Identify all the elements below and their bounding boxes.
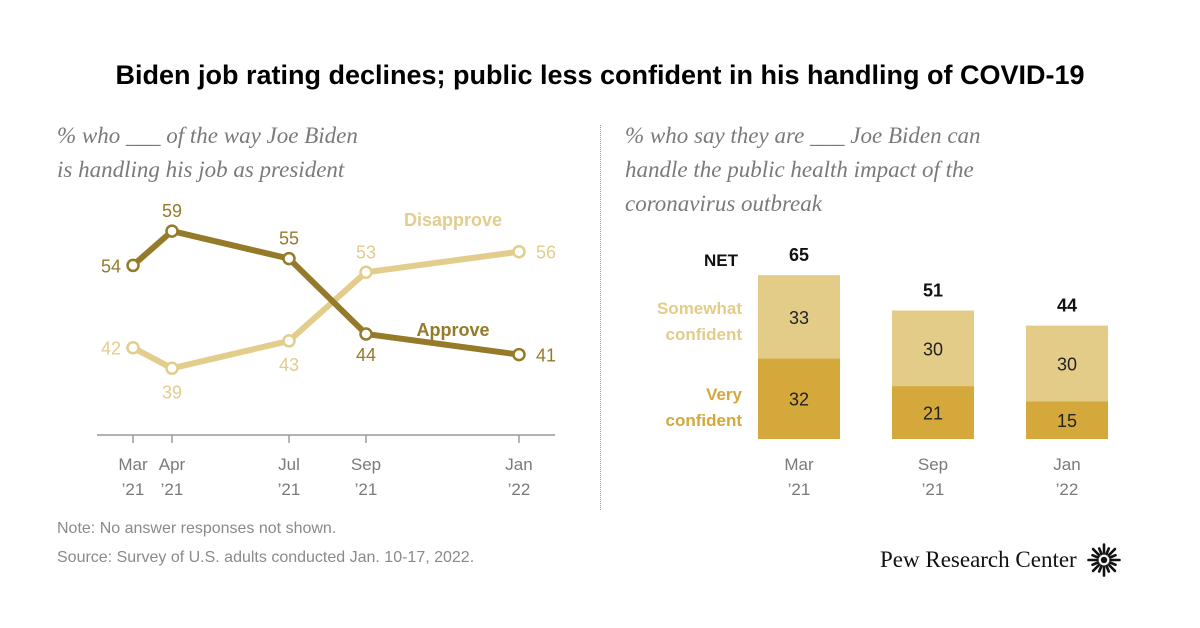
- data-point-approve: [165, 224, 179, 238]
- bar-value-label: 15: [1057, 411, 1077, 431]
- logo-ray: [1107, 547, 1116, 557]
- right-chart-subtitle: % who say they are ___ Joe Biden can han…: [625, 119, 1125, 221]
- data-label-disapprove: 42: [101, 339, 121, 359]
- data-label-approve: 59: [162, 201, 182, 221]
- bar-value-label: 32: [789, 390, 809, 410]
- chart-title: Biden job rating declines; public less c…: [115, 60, 1085, 90]
- x-tick-label: ’21: [161, 480, 184, 499]
- right-subtitle-line: coronavirus outbreak: [625, 191, 822, 216]
- x-tick-label: ’21: [788, 480, 811, 499]
- net-value-label: 51: [923, 280, 943, 300]
- logo-ray: [1091, 547, 1101, 557]
- bar-segment-somewhat-confident: [1026, 325, 1108, 402]
- series-label-approve: Approve: [416, 320, 489, 340]
- data-point-approve: [126, 258, 140, 273]
- data-point-disapprove: [359, 265, 373, 280]
- x-tick-label: ’21: [355, 480, 378, 499]
- data-point-disapprove: [126, 340, 140, 355]
- x-tick-label: ’22: [508, 480, 531, 499]
- legend-label-somewhat-confident: confident: [666, 325, 743, 344]
- bar-value-label: 30: [923, 339, 943, 359]
- x-tick-label: Apr: [159, 455, 186, 474]
- logo-ray: [1108, 561, 1117, 567]
- legend-label-very-confident: confident: [666, 411, 743, 430]
- x-tick-label: ’21: [122, 480, 145, 499]
- net-value-label: 65: [789, 245, 809, 265]
- bar-value-label: 21: [923, 404, 943, 424]
- data-label-disapprove: 39: [162, 382, 182, 402]
- net-value-label: 44: [1057, 296, 1077, 316]
- logo-ray: [1091, 563, 1101, 573]
- logo-ray: [1097, 547, 1103, 556]
- left-subtitle-line: % who ___ of the way Joe Biden: [57, 123, 358, 148]
- brand-name: Pew Research Center: [880, 547, 1077, 572]
- net-label: NET: [704, 251, 739, 270]
- brand-block: Pew Research Center: [880, 543, 1121, 577]
- data-label-approve: 41: [536, 346, 556, 366]
- x-tick-label: Sep: [918, 455, 948, 474]
- data-point-disapprove: [165, 361, 179, 376]
- logo-ray: [1107, 563, 1116, 573]
- data-point-disapprove: [282, 334, 296, 348]
- x-tick-label: Sep: [351, 455, 381, 474]
- left-chart-subtitle: % who ___ of the way Joe Biden is handli…: [57, 119, 537, 187]
- footnote: Note: No answer responses not shown.: [57, 520, 337, 537]
- data-label-disapprove: 53: [356, 242, 376, 262]
- source-note: Source: Survey of U.S. adults conducted …: [57, 549, 475, 566]
- logo-ray: [1090, 561, 1099, 567]
- series-label-disapprove: Disapprove: [404, 210, 502, 230]
- x-tick-label: ’21: [278, 480, 301, 499]
- bar-value-label: 30: [1057, 354, 1077, 374]
- sunburst-logo-icon: [1086, 543, 1121, 577]
- data-label-disapprove: 56: [536, 243, 556, 263]
- legend-label-very-confident: Very: [706, 385, 742, 404]
- x-tick-label: Jan: [505, 455, 532, 474]
- data-label-disapprove: 43: [279, 355, 299, 375]
- logo-ray: [1104, 564, 1110, 573]
- bar-segment-somewhat-confident: [758, 275, 840, 359]
- bar-segment-somewhat-confident: [892, 310, 974, 387]
- x-tick-label: Mar: [784, 455, 814, 474]
- bar-value-label: 33: [789, 308, 809, 328]
- bar-segment-very-confident: [892, 386, 974, 439]
- right-subtitle-line: handle the public health impact of the: [625, 157, 974, 182]
- x-tick-label: Jan: [1053, 455, 1080, 474]
- x-tick-label: Jul: [278, 455, 300, 474]
- bar-segment-very-confident: [758, 358, 840, 439]
- data-label-approve: 55: [279, 229, 299, 249]
- logo-ray: [1108, 553, 1117, 559]
- data-point-approve: [359, 327, 373, 341]
- bar-segment-very-confident: [1026, 401, 1108, 439]
- data-point-approve: [282, 251, 296, 266]
- logo-ray: [1097, 564, 1103, 573]
- data-point-disapprove: [512, 244, 526, 259]
- series-line-disapprove: [130, 248, 522, 372]
- panel-divider: [600, 125, 601, 510]
- left-subtitle-line: is handling his job as president: [57, 157, 345, 182]
- x-tick-label: Mar: [118, 455, 148, 474]
- x-tick-label: ’21: [922, 480, 945, 499]
- legend-label-somewhat-confident: Somewhat: [657, 299, 742, 318]
- logo-ray: [1090, 553, 1099, 559]
- right-subtitle-line: % who say they are ___ Joe Biden can: [625, 123, 981, 148]
- logo-ray: [1104, 547, 1110, 556]
- data-label-approve: 44: [356, 345, 376, 365]
- data-point-approve: [512, 347, 526, 362]
- x-tick-label: ’22: [1056, 480, 1079, 499]
- data-label-approve: 54: [101, 256, 121, 276]
